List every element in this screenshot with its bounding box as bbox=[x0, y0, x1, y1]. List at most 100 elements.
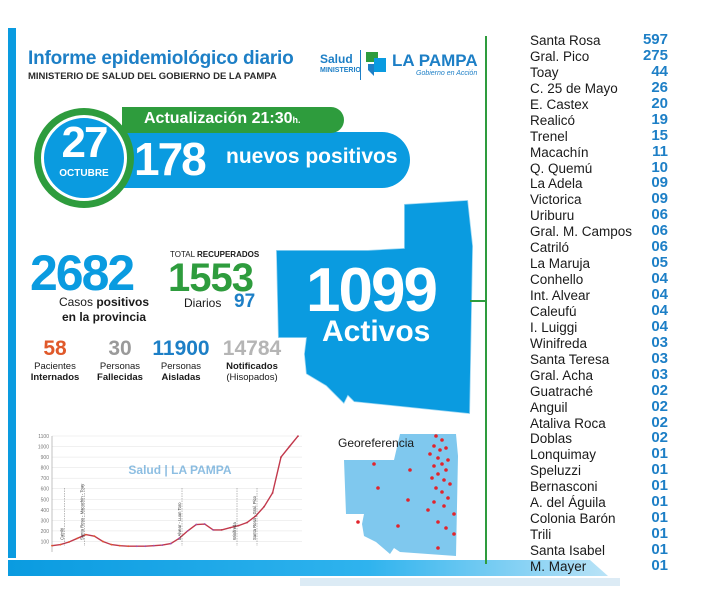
stat-notified-line2: (Hisopados) bbox=[226, 372, 278, 383]
locality-row: Santa Teresa 03 bbox=[530, 349, 668, 368]
locality-count: 02 bbox=[651, 381, 668, 399]
daily-recovered-label: Diarios bbox=[184, 296, 222, 310]
georeference-case-dot bbox=[372, 462, 376, 466]
locality-name: Gral. Pico bbox=[530, 48, 590, 64]
locality-name: Guatraché bbox=[530, 383, 594, 399]
active-cases-label: Activos bbox=[322, 315, 431, 348]
chart-data-point bbox=[135, 545, 138, 548]
chart-data-point bbox=[68, 541, 70, 543]
chart-data-point bbox=[93, 535, 96, 538]
locality-row: Realicó 19 bbox=[530, 110, 668, 129]
locality-row: Gral. Pico 275 bbox=[530, 46, 668, 65]
stat-hospitalized-value: 58 bbox=[43, 337, 67, 360]
chart-y-tick-label: 700 bbox=[41, 476, 50, 482]
locality-row: Bernasconi 01 bbox=[530, 478, 668, 495]
locality-count: 26 bbox=[651, 78, 668, 96]
locality-count: 10 bbox=[651, 158, 668, 176]
chart-data-point bbox=[195, 523, 198, 526]
locality-row: La Adela 09 bbox=[530, 175, 668, 192]
chart-annotation-label: Santa Rosa - Macachín - Toay bbox=[80, 483, 85, 540]
chart-data-point bbox=[186, 530, 189, 532]
georeference-case-dot bbox=[440, 490, 444, 494]
georeference-case-dot bbox=[432, 500, 436, 504]
chart-data-point bbox=[144, 545, 147, 548]
stat-isolated-line1: Personas bbox=[160, 361, 202, 372]
locality-count: 03 bbox=[651, 349, 668, 367]
locality-row: La Maruja 05 bbox=[530, 254, 668, 272]
chart-data-point bbox=[169, 542, 172, 545]
logo-la-pampa: LA PAMPA bbox=[392, 51, 478, 70]
georeference-case-dot bbox=[430, 476, 434, 480]
locality-name: Catriló bbox=[530, 240, 570, 256]
georeference-case-dot bbox=[444, 446, 448, 450]
locality-count: 19 bbox=[651, 110, 668, 128]
locality-count: 04 bbox=[651, 270, 668, 288]
locality-row: Anguil 02 bbox=[530, 397, 668, 416]
chart-data-point bbox=[246, 521, 249, 524]
stat-isolated: 11900 Personas Aisladas bbox=[146, 337, 216, 383]
locality-count: 03 bbox=[651, 333, 668, 351]
list-divider bbox=[485, 36, 487, 564]
georeference-case-dot bbox=[436, 456, 440, 460]
stat-deceased-value: 30 bbox=[108, 337, 132, 360]
locality-name: Trili bbox=[530, 527, 552, 543]
georeference-case-dot bbox=[444, 468, 448, 472]
stat-hospitalized-line1: Pacientes bbox=[34, 361, 76, 372]
locality-name: La Adela bbox=[530, 176, 583, 192]
locality-name: Speluzzi bbox=[530, 463, 582, 479]
locality-row: Colonia Barón 01 bbox=[530, 509, 668, 527]
georeference-case-dot bbox=[438, 448, 442, 452]
locality-count: 01 bbox=[651, 509, 668, 527]
georeference-case-dot bbox=[356, 520, 360, 524]
locality-row: Conhello 04 bbox=[530, 270, 668, 288]
locality-row: Toay 44 bbox=[530, 64, 668, 81]
chart-y-tick-label: 300 bbox=[41, 518, 50, 524]
chart-data-point bbox=[229, 526, 232, 529]
date-circle bbox=[41, 115, 127, 201]
locality-row: Macachín 11 bbox=[530, 144, 668, 161]
chart-data-point bbox=[288, 445, 291, 448]
chart-data-point bbox=[76, 537, 79, 540]
georeference-case-dot bbox=[436, 472, 440, 476]
chart-annotation-label: Winifreda bbox=[232, 522, 237, 540]
locality-count: 05 bbox=[651, 254, 668, 272]
locality-name: Uriburu bbox=[530, 208, 575, 224]
locality-row: Trili 01 bbox=[530, 526, 668, 543]
locality-count: 275 bbox=[642, 46, 668, 64]
locality-name: I. Luiggi bbox=[530, 319, 578, 335]
locality-name: La Maruja bbox=[530, 256, 591, 272]
chart-y-tick-label: 200 bbox=[41, 529, 50, 535]
list-divider-connector bbox=[470, 300, 486, 302]
left-accent-bar bbox=[8, 28, 16, 558]
georeference-case-dot bbox=[436, 546, 440, 550]
evolution-chart: 1100 1000 900 800 700 600 500 400 300 200 100 Salud… bbox=[38, 434, 302, 552]
locality-row: Q. Quemú 10 bbox=[530, 158, 668, 177]
stat-notified: 14784 Notificados (Hisopados) bbox=[216, 337, 288, 383]
recovered-count: 1553 bbox=[168, 256, 254, 300]
stat-deceased: 30 Personas Fallecidas bbox=[92, 337, 148, 383]
locality-name: Gral. Acha bbox=[530, 367, 594, 383]
locality-count: 04 bbox=[651, 317, 668, 335]
total-cases-label: Casos positivos en la provincia bbox=[44, 295, 164, 325]
locality-count: 02 bbox=[651, 397, 668, 415]
chart-data-point bbox=[110, 543, 113, 546]
locality-row: Guatraché 02 bbox=[530, 381, 668, 400]
locality-count: 06 bbox=[651, 206, 668, 224]
georeference-case-dot bbox=[452, 512, 456, 516]
locality-row: Trenel 15 bbox=[530, 128, 668, 145]
georeference-case-dot bbox=[434, 434, 438, 438]
georeference-case-dot bbox=[444, 526, 448, 530]
locality-name: Conhello bbox=[530, 272, 584, 288]
georeference-case-dot bbox=[408, 468, 412, 472]
logo-tagline: Gobierno en Acción bbox=[416, 70, 478, 77]
locality-count: 09 bbox=[651, 190, 668, 208]
georeference-case-dot bbox=[446, 496, 450, 500]
locality-row: I. Luiggi 04 bbox=[530, 317, 668, 336]
georeference-case-dot bbox=[406, 498, 410, 502]
locality-name: Lonquimay bbox=[530, 447, 597, 463]
locality-row: Santa Isabel 01 bbox=[530, 542, 668, 559]
chart-y-tick-label: 600 bbox=[41, 487, 50, 493]
logo-salud: Salud bbox=[320, 52, 353, 66]
date-month: OCTUBRE bbox=[59, 168, 109, 179]
locality-count: 01 bbox=[651, 461, 668, 479]
